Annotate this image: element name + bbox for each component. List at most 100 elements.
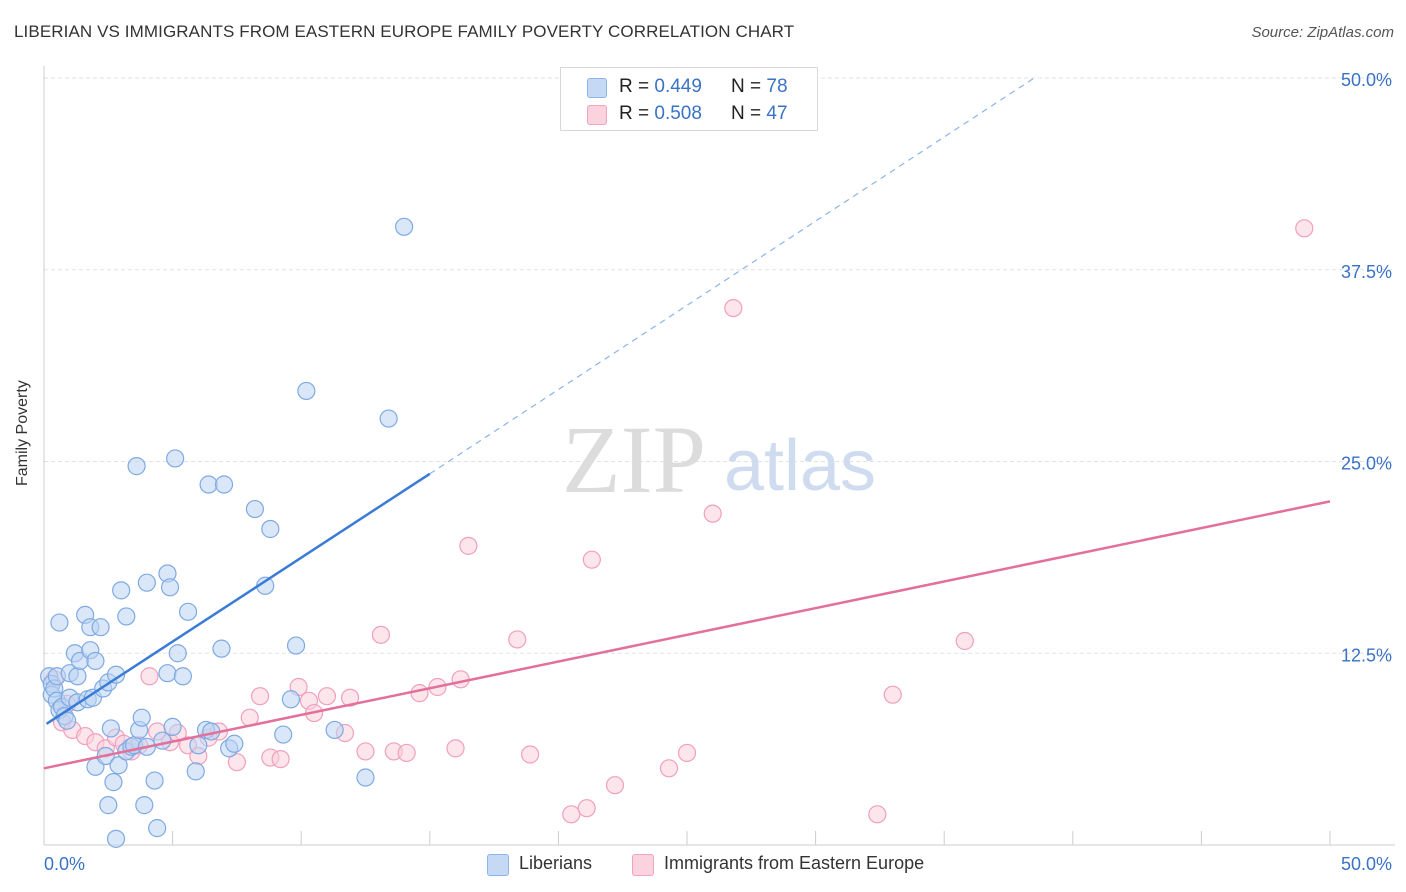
legend-swatch-blue <box>587 78 607 98</box>
point-liberian <box>106 829 126 848</box>
point-liberian <box>286 636 306 655</box>
stats-legend: R = 0.449 N = 78 R = 0.508 N = 47 <box>560 67 818 131</box>
point-liberian <box>101 719 120 738</box>
point-liberian <box>68 667 87 686</box>
point-liberian <box>117 607 136 626</box>
n-value-liberians: 78 <box>766 76 788 97</box>
n-value-eastern-europe: 47 <box>766 103 788 124</box>
point-liberian <box>166 449 185 468</box>
bottom-legend-eastern-europe: Immigrants from Eastern Europe <box>632 852 972 876</box>
point-eastern-europe <box>724 299 743 318</box>
point-liberian <box>106 665 126 684</box>
point-eastern-europe <box>317 687 337 706</box>
point-liberian <box>50 613 69 632</box>
point-eastern-europe <box>371 625 391 644</box>
legend-n: N = 47 <box>731 103 788 125</box>
legend-row-liberians: R = 0.449 N = 78 <box>561 73 817 101</box>
point-eastern-europe <box>459 536 478 555</box>
watermark: ZIP atlas <box>562 406 876 513</box>
trend-line-eastern-europe <box>43 500 1331 770</box>
point-eastern-europe <box>605 776 625 795</box>
point-liberian <box>109 756 128 775</box>
point-liberian <box>245 499 265 519</box>
point-eastern-europe <box>397 743 416 763</box>
point-eastern-europe <box>703 504 722 523</box>
r-value-liberians: 0.449 <box>654 76 702 97</box>
y-tick-label: 25.0% <box>1341 454 1392 474</box>
x-tick-label-max: 50.0% <box>1341 854 1392 874</box>
point-liberian <box>178 602 198 621</box>
point-liberian <box>261 519 280 539</box>
point-liberian <box>91 618 110 637</box>
legend-row-eastern-europe: R = 0.508 N = 47 <box>561 100 817 128</box>
bottom-legend-label-liberians: Liberians <box>519 853 593 873</box>
point-liberian <box>135 796 154 815</box>
legend-r: R = 0.508 <box>619 103 702 125</box>
point-eastern-europe <box>446 739 465 758</box>
point-eastern-europe <box>659 759 679 778</box>
trend-line-liberians <box>45 472 431 725</box>
y-tick-label: 37.5% <box>1341 262 1392 282</box>
y-tick-label: 12.5% <box>1341 645 1392 665</box>
point-liberian <box>186 762 205 781</box>
point-liberian <box>281 690 301 709</box>
point-liberian <box>212 639 231 658</box>
point-eastern-europe <box>577 799 596 818</box>
legend-swatch-pink <box>587 105 607 125</box>
point-liberian <box>99 796 118 815</box>
point-eastern-europe <box>356 742 375 761</box>
point-liberian <box>86 651 105 671</box>
source-label: Source: ZipAtlas.com <box>1251 24 1394 41</box>
axes <box>43 66 1395 846</box>
trend-line-liberians-extension <box>429 77 1035 475</box>
point-eastern-europe <box>508 630 527 649</box>
point-eastern-europe <box>140 667 159 686</box>
point-liberian <box>168 644 187 663</box>
bottom-legend-swatch-pink <box>632 854 654 876</box>
trend-lines <box>43 77 1331 770</box>
point-liberian <box>58 711 77 730</box>
bottom-legend-liberians: Liberians <box>487 852 617 876</box>
point-liberian <box>132 708 151 727</box>
point-liberian <box>173 667 192 686</box>
point-liberian <box>214 475 234 494</box>
point-eastern-europe <box>521 745 540 764</box>
point-liberian <box>394 217 414 236</box>
tick-labels: 12.5% 25.0% 37.5% 50.0% 0.0% 50.0% <box>44 70 1392 874</box>
point-eastern-europe <box>868 805 887 824</box>
point-liberian <box>379 409 398 428</box>
point-eastern-europe <box>1295 219 1314 238</box>
point-eastern-europe <box>883 685 902 704</box>
point-liberian <box>325 720 344 740</box>
bottom-legend-label-eastern-europe: Immigrants from Eastern Europe <box>664 853 925 873</box>
point-liberian <box>225 734 244 753</box>
point-eastern-europe <box>250 687 270 706</box>
point-liberian <box>274 725 293 744</box>
watermark-zip: ZIP <box>562 406 706 513</box>
y-tick-label: 50.0% <box>1341 70 1392 90</box>
watermark-atlas: atlas <box>724 426 876 506</box>
point-liberian <box>189 736 208 755</box>
legend-r: R = 0.449 <box>619 76 702 98</box>
point-liberian <box>160 578 180 597</box>
point-eastern-europe <box>955 631 974 651</box>
point-eastern-europe <box>271 749 290 769</box>
x-tick-label-min: 0.0% <box>44 854 85 874</box>
r-label: R = <box>619 76 650 97</box>
point-liberian <box>104 773 123 792</box>
point-liberian <box>199 475 218 494</box>
r-label: R = <box>619 103 650 124</box>
r-value-eastern-europe: 0.508 <box>654 103 702 124</box>
point-eastern-europe <box>340 688 360 707</box>
point-liberian <box>297 381 316 401</box>
point-liberian <box>163 717 182 736</box>
point-liberian <box>127 457 146 476</box>
point-liberian <box>112 581 131 600</box>
point-liberian <box>356 768 375 787</box>
point-liberian <box>148 819 167 838</box>
point-eastern-europe <box>562 805 581 824</box>
point-eastern-europe <box>677 743 697 763</box>
legend-n: N = 78 <box>731 76 788 98</box>
n-label: N = <box>731 76 762 97</box>
gridlines <box>44 77 1395 654</box>
